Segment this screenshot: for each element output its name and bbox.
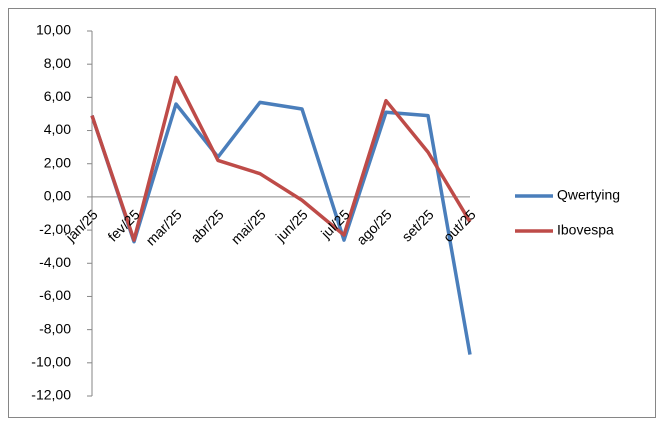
y-tick-label: 2,00 <box>44 154 71 170</box>
y-tick-label: -4,00 <box>39 254 71 270</box>
y-tick-label: -12,00 <box>31 387 71 403</box>
y-tick-label: 4,00 <box>44 121 71 137</box>
y-tick-label: 10,00 <box>36 22 71 38</box>
y-tick-label: 8,00 <box>44 55 71 71</box>
y-tick-label: -6,00 <box>39 287 71 303</box>
y-tick-label: -10,00 <box>31 354 71 370</box>
chart-border <box>8 8 656 418</box>
legend-label: Qwertying <box>557 187 620 203</box>
series-line <box>90 100 472 355</box>
series-line <box>90 75 472 242</box>
y-tick-label: 6,00 <box>44 88 71 104</box>
y-tick-label: 0,00 <box>44 188 71 204</box>
legend-label: Ibovespa <box>557 222 614 238</box>
y-tick-label: -2,00 <box>39 221 71 237</box>
y-tick-label: -8,00 <box>39 320 71 336</box>
